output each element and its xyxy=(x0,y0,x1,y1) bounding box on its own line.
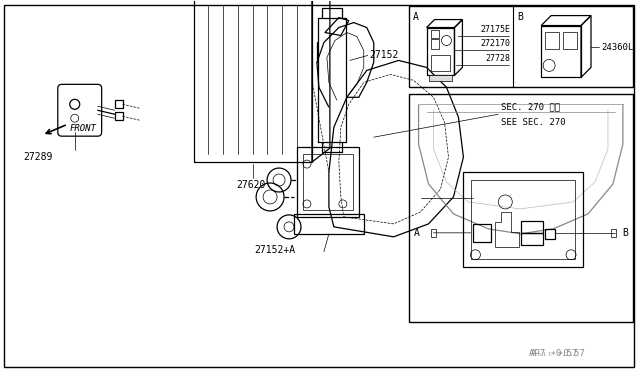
Text: 27620: 27620 xyxy=(236,180,266,190)
Text: FRONT: FRONT xyxy=(70,124,97,133)
Bar xyxy=(429,76,452,81)
Bar xyxy=(426,28,454,76)
Text: 27175E: 27175E xyxy=(480,25,510,33)
Bar xyxy=(408,6,633,87)
Bar xyxy=(408,94,633,321)
Bar xyxy=(563,32,577,49)
Text: 272170: 272170 xyxy=(480,39,510,48)
Text: A: A xyxy=(413,228,420,238)
Text: 27152: 27152 xyxy=(370,51,399,60)
Bar xyxy=(611,229,616,237)
Bar xyxy=(474,224,492,242)
Bar xyxy=(545,229,555,239)
Bar xyxy=(303,154,353,210)
Bar xyxy=(115,112,123,120)
Text: AP7 ∗0.57: AP7 ∗0.57 xyxy=(529,349,578,358)
Text: A: A xyxy=(413,12,419,22)
Text: B: B xyxy=(517,12,523,22)
Bar xyxy=(195,0,312,162)
Bar xyxy=(545,32,559,49)
Text: 27728: 27728 xyxy=(485,54,510,63)
Bar xyxy=(541,26,581,77)
Bar xyxy=(431,39,438,49)
Bar xyxy=(463,172,583,267)
Text: SEE SEC. 270: SEE SEC. 270 xyxy=(501,118,566,127)
Text: 24360L: 24360L xyxy=(601,43,633,52)
Bar xyxy=(431,229,436,237)
Text: Aₙₗₗ ∗0.57: Aₙₗₗ ∗0.57 xyxy=(531,349,585,358)
Text: SEC. 270 参照: SEC. 270 参照 xyxy=(501,103,561,112)
Bar xyxy=(431,55,451,71)
Bar xyxy=(115,100,123,108)
Text: 27152+A: 27152+A xyxy=(254,245,295,255)
Text: 27289: 27289 xyxy=(24,152,53,162)
Bar xyxy=(294,214,364,234)
Bar xyxy=(521,233,543,245)
Bar xyxy=(472,180,575,259)
Text: B: B xyxy=(622,228,628,238)
Bar xyxy=(297,147,359,217)
Bar xyxy=(431,29,438,38)
Bar xyxy=(521,221,543,233)
